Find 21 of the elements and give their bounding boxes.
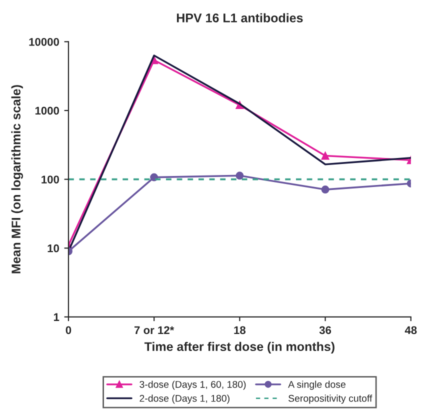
chart-title: HPV 16 L1 antibodies — [176, 13, 303, 22]
point — [236, 172, 244, 180]
point — [321, 186, 330, 194]
y-tick-label: 10 — [48, 244, 59, 252]
point — [321, 152, 330, 160]
y-axis-title: Mean MFI (on logarithmic scale) — [11, 85, 24, 274]
y-tick-label: 10000 — [29, 38, 59, 46]
x-tick-label: 48 — [404, 326, 417, 334]
y-tick-label: 100 — [42, 176, 59, 184]
x-tick-label: 36 — [319, 326, 332, 334]
legend-label: Seropositivity cutoff — [288, 394, 372, 404]
legend-label: A single dose — [288, 380, 346, 390]
x-tick-label: 18 — [234, 326, 246, 334]
legend-label: 3-dose (Days 1, 60, 180) — [140, 380, 246, 390]
y-tick-label: 1000 — [35, 106, 59, 115]
point — [150, 173, 158, 182]
x-tick-label: 0 — [66, 326, 72, 334]
x-axis-title: Time after first dose (in months) — [144, 342, 334, 354]
y-tick-label: 1 — [54, 313, 60, 321]
x-tick-label: 7 or 12* — [134, 326, 174, 334]
legend-label: 2-dose (Days 1, 180) — [140, 394, 230, 404]
